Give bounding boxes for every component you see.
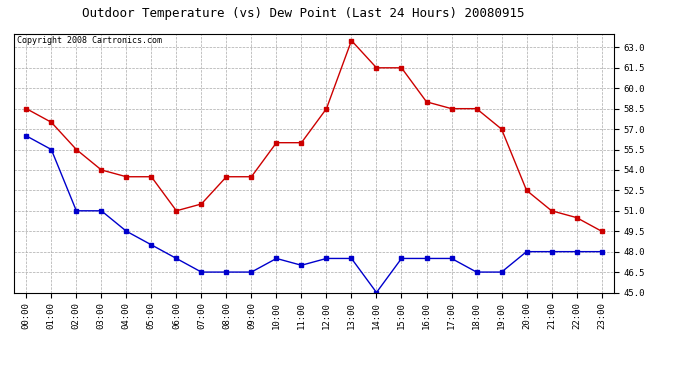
Text: Copyright 2008 Cartronics.com: Copyright 2008 Cartronics.com (17, 36, 161, 45)
Text: Outdoor Temperature (vs) Dew Point (Last 24 Hours) 20080915: Outdoor Temperature (vs) Dew Point (Last… (82, 8, 525, 21)
